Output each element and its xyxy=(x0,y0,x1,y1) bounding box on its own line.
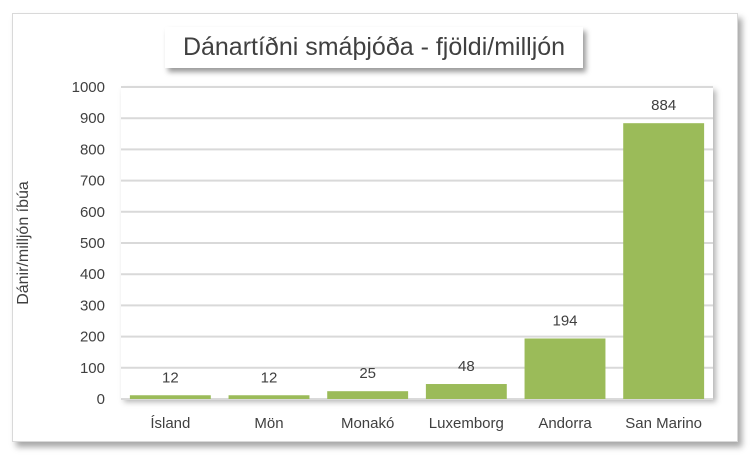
data-label: 884 xyxy=(651,97,676,114)
bar-San Marino xyxy=(623,123,705,399)
x-tick-label: Mön xyxy=(254,415,283,432)
y-tick-label: 100 xyxy=(80,360,105,377)
data-label: 25 xyxy=(359,365,376,382)
y-tick-label: 200 xyxy=(80,329,105,346)
y-tick-label: 0 xyxy=(97,391,105,408)
x-tick-label: Monakó xyxy=(341,415,394,432)
chart-title: Dánartíðni smáþjóða - fjöldi/milljón xyxy=(165,27,583,68)
x-tick-label: San Marino xyxy=(625,415,702,432)
bar-Mön xyxy=(228,395,310,399)
bar-Luxemborg xyxy=(425,384,507,399)
y-tick-label: 600 xyxy=(80,204,105,221)
bar-Monakó xyxy=(327,391,409,399)
data-label: 12 xyxy=(162,369,179,386)
x-tick-label: Andorra xyxy=(538,415,592,432)
data-label: 12 xyxy=(261,369,278,386)
y-tick-label: 1000 xyxy=(72,79,105,96)
data-label: 194 xyxy=(552,312,577,329)
y-tick-label: 500 xyxy=(80,235,105,252)
y-axis-label: Dánir/milljón íbúa xyxy=(15,181,32,305)
y-tick-label: 400 xyxy=(80,266,105,283)
y-tick-label: 700 xyxy=(80,173,105,190)
bar-Andorra xyxy=(524,338,606,399)
y-tick-label: 300 xyxy=(80,297,105,314)
x-tick-label: Ísland xyxy=(150,415,190,432)
bar-Ísland xyxy=(129,395,211,399)
y-tick-label: 900 xyxy=(80,110,105,127)
x-tick-label: Luxemborg xyxy=(429,415,504,432)
y-tick-label: 800 xyxy=(80,141,105,158)
data-label: 48 xyxy=(458,358,475,375)
